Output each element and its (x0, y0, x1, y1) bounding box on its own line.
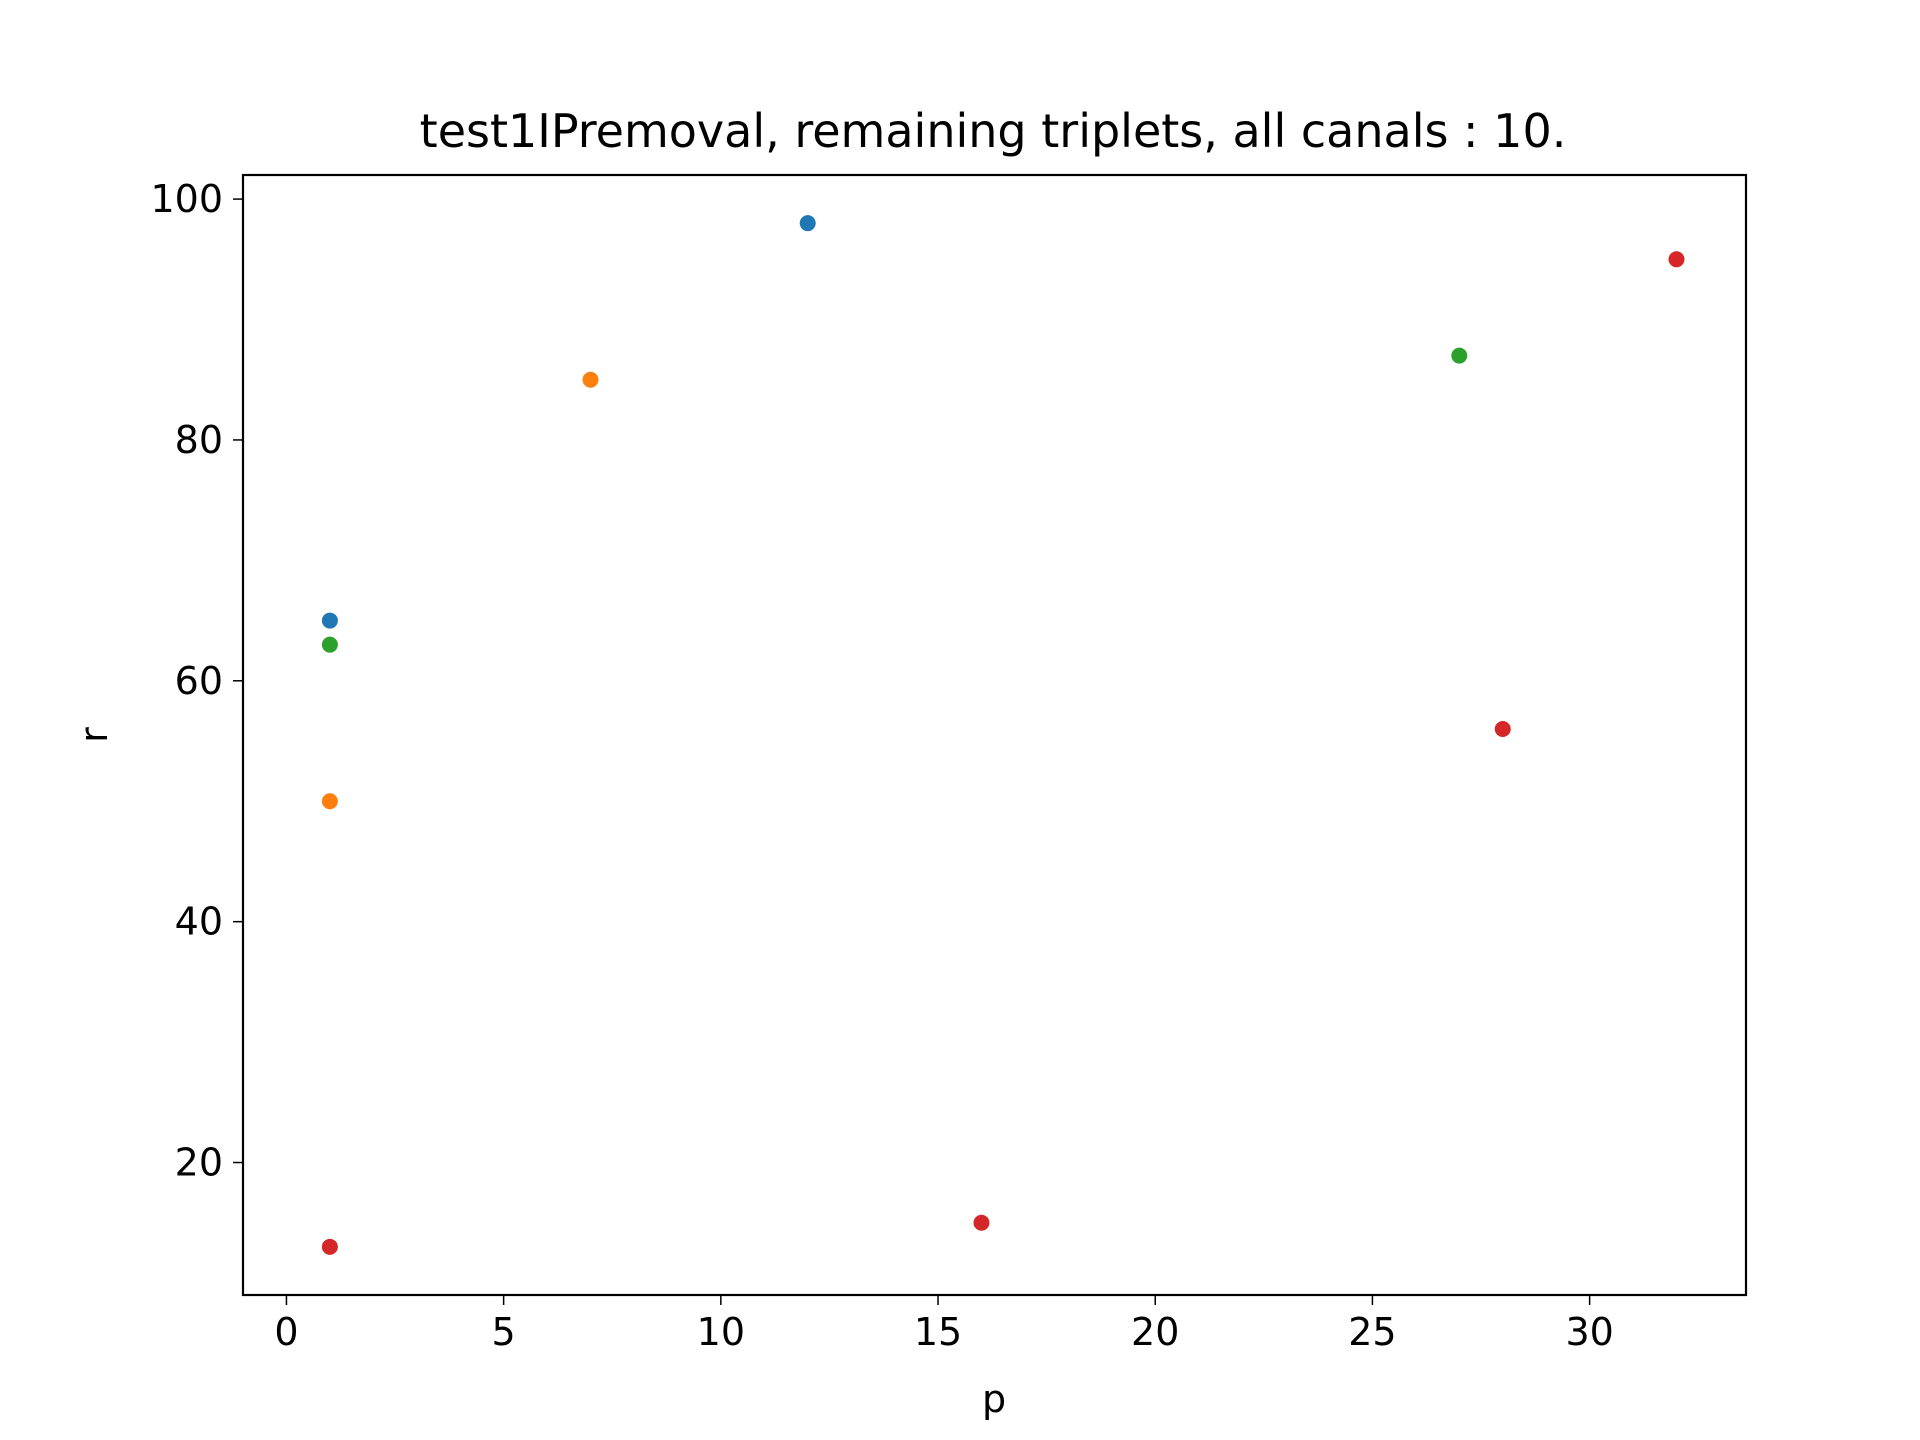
y-tick-label: 40 (175, 900, 223, 944)
chart-title: test1IPremoval, remaining triplets, all … (420, 104, 1567, 158)
data-point (582, 371, 599, 388)
data-point (321, 793, 338, 810)
data-point (799, 215, 816, 232)
y-axis: 20 40 60 80 100 (150, 177, 243, 1185)
x-tick-label: 15 (914, 1310, 962, 1354)
x-axis: 0 5 10 15 20 25 30 (274, 1295, 1614, 1354)
data-point (321, 612, 338, 629)
data-point (973, 1214, 990, 1231)
plot-area (241, 173, 1748, 1297)
data-point (1494, 720, 1511, 737)
y-tick-label: 80 (175, 418, 223, 462)
x-tick-label: 0 (274, 1310, 298, 1354)
y-tick-label: 60 (175, 659, 223, 703)
data-points (321, 215, 1685, 1255)
x-tick-label: 5 (492, 1310, 516, 1354)
x-tick-label: 20 (1131, 1310, 1179, 1354)
data-point (1451, 347, 1468, 364)
x-axis-label: p (982, 1377, 1006, 1421)
y-axis-label: r (72, 727, 116, 743)
data-point (1668, 251, 1685, 268)
y-tick-label: 100 (150, 177, 223, 221)
y-tick-label: 20 (175, 1141, 223, 1185)
x-tick-label: 10 (697, 1310, 745, 1354)
data-point (321, 1238, 338, 1255)
x-tick-label: 30 (1565, 1310, 1613, 1354)
x-tick-label: 25 (1348, 1310, 1396, 1354)
data-point (321, 636, 338, 653)
